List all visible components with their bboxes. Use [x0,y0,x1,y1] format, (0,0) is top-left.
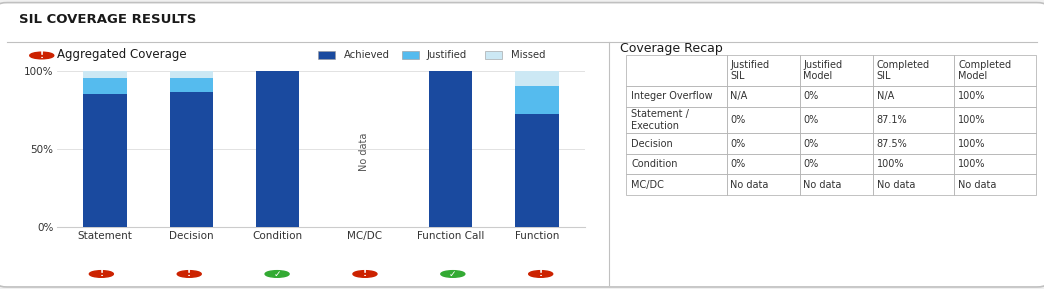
Bar [516,86,559,114]
Text: ✓: ✓ [274,269,281,279]
Bar [84,94,126,227]
Bar [429,71,472,227]
Text: !: ! [40,51,44,60]
Bar [516,71,559,86]
Bar [516,114,559,227]
Text: !: ! [187,269,191,279]
Text: No data: No data [359,133,370,171]
Bar [170,71,213,78]
Text: Justified: Justified [427,50,468,60]
Text: SIL COVERAGE RESULTS: SIL COVERAGE RESULTS [19,13,196,26]
Text: ✓: ✓ [449,269,456,279]
Text: Coverage Recap: Coverage Recap [620,42,722,55]
Text: Aggregated Coverage: Aggregated Coverage [57,49,187,61]
Text: Achieved: Achieved [343,50,389,60]
Bar [256,71,300,227]
Bar [170,78,213,92]
Text: Missed: Missed [511,50,545,60]
Bar [84,78,126,94]
Text: !: ! [539,269,543,279]
Text: !: ! [363,269,367,279]
Bar [170,92,213,227]
Bar [84,71,126,78]
Text: !: ! [99,269,103,279]
